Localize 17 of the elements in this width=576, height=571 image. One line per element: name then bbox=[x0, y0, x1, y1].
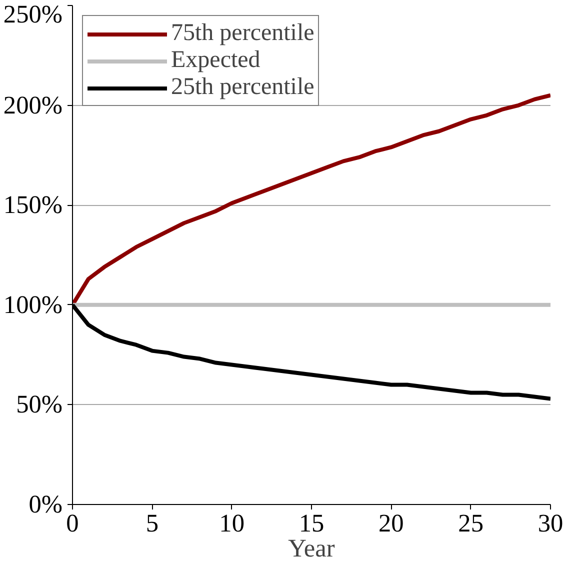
y-tick-label: 200% bbox=[3, 91, 63, 120]
x-axis-title: Year bbox=[288, 534, 336, 562]
y-tick-label: 100% bbox=[3, 290, 63, 319]
x-tick-label: 15 bbox=[298, 510, 324, 538]
x-tick-label: 20 bbox=[378, 510, 404, 538]
y-tick-label: 0% bbox=[28, 490, 63, 518]
x-tick-label: 0 bbox=[66, 510, 79, 538]
legend-label: 25th percentile bbox=[171, 74, 314, 101]
y-tick-label: 250% bbox=[3, 0, 63, 28]
y-tick-label: 150% bbox=[3, 191, 63, 220]
x-tick-label: 5 bbox=[146, 510, 159, 538]
legend-label: Expected bbox=[171, 47, 260, 74]
x-tick-label: 25 bbox=[458, 510, 484, 538]
legend-label: 75th percentile bbox=[171, 20, 314, 47]
x-tick-label: 30 bbox=[538, 510, 564, 538]
y-tick-label: 50% bbox=[16, 390, 63, 419]
x-tick-label: 10 bbox=[219, 510, 244, 538]
